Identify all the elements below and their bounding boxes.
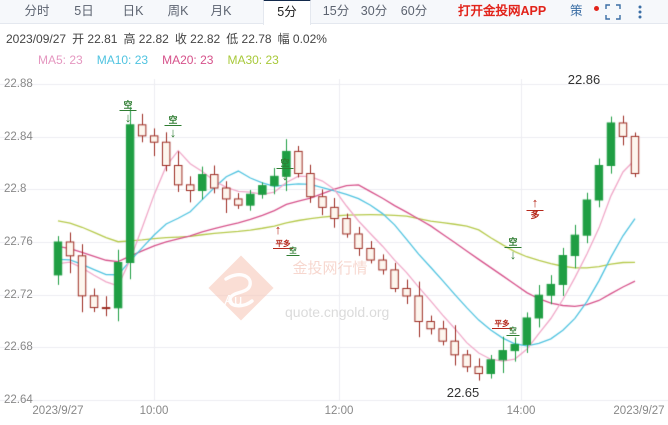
svg-text:金投网行情: 金投网行情: [292, 260, 367, 277]
svg-text:Au: Au: [224, 292, 242, 309]
svg-text:quote.cngold.org: quote.cngold.org: [285, 304, 389, 320]
